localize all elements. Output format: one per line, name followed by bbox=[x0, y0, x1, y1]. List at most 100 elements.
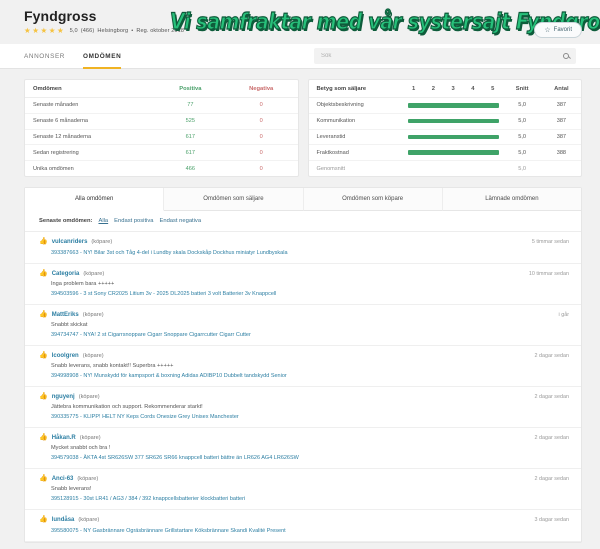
seller-ratings-card: Betyg som säljare 1 2 3 4 5 Snitt Antal … bbox=[307, 79, 582, 177]
subfilter-alla[interactable]: Alla bbox=[98, 217, 109, 224]
favorite-button-label: Favorit bbox=[553, 27, 572, 33]
list-item: 👍 Anci-63 (köpare) 2 dagar sedan Snabb l… bbox=[25, 469, 581, 510]
thumbs-up-icon: 👍 bbox=[39, 392, 48, 400]
table-row: Kommunikation 5,0 387 bbox=[308, 113, 581, 130]
row-label: Unika omdömen bbox=[33, 165, 74, 172]
reviews-summary-table: Omdömen Positiva Negativa Senaste månade… bbox=[25, 80, 298, 176]
review-role: (köpare) bbox=[78, 393, 100, 400]
review-timestamp: 10 timmar sedan bbox=[528, 270, 569, 277]
row-label: Senaste månaden bbox=[25, 97, 156, 114]
favorite-button[interactable]: ☆ Favorit bbox=[534, 22, 582, 38]
subfilter-endast-negativa[interactable]: Endast negativa bbox=[159, 217, 202, 224]
review-comment: Inga problem bara +++++ bbox=[51, 280, 115, 287]
row-label: Leveranstid bbox=[308, 129, 404, 146]
seller-ratings-table: Betyg som säljare 1 2 3 4 5 Snitt Antal … bbox=[308, 80, 581, 176]
thumbs-up-icon: 👍 bbox=[39, 310, 48, 318]
review-username[interactable]: Icoolgren bbox=[51, 352, 79, 359]
table-row: Fraktkostnad 5,0 388 bbox=[308, 144, 581, 162]
filter-tab-alla-omdomen[interactable]: Alla omdömen bbox=[25, 187, 165, 211]
table-row: Sedan registrering 617 0 bbox=[25, 144, 298, 162]
main-tabbar: ANNONSER OMDÖMEN bbox=[0, 44, 600, 69]
review-item-link[interactable]: 395580075 - NY Gasbrännare Ogräsbrännare… bbox=[51, 527, 286, 534]
row-antal bbox=[542, 161, 581, 176]
row-snitt: 5,0 bbox=[502, 113, 542, 130]
table-header-row: Omdömen Positiva Negativa bbox=[25, 80, 298, 98]
row-negativa: 0 bbox=[224, 129, 298, 146]
review-username[interactable]: vulcanriders bbox=[51, 238, 88, 245]
filter-tab-omdomen-som-kopare[interactable]: Omdömen som köpare bbox=[303, 187, 443, 211]
review-role: (köpare) bbox=[91, 238, 113, 245]
row-label: Sedan registrering bbox=[25, 144, 156, 162]
review-username[interactable]: Anci-63 bbox=[51, 475, 74, 482]
review-username[interactable]: nguyenj bbox=[51, 393, 75, 400]
rating-bar bbox=[403, 97, 503, 114]
review-username[interactable]: lundåsa bbox=[51, 516, 75, 523]
row-snitt: 5,0 bbox=[518, 165, 527, 172]
review-header: 👍 Categoria (köpare) bbox=[39, 270, 569, 278]
review-item-link[interactable]: 394998908 - NY! Munskydd för kampsport &… bbox=[51, 372, 287, 379]
col-omdomen: Omdömen bbox=[25, 80, 156, 98]
bar-track bbox=[407, 118, 499, 124]
list-item: 👍 Håkan.R (köpare) 2 dagar sedan Mycket … bbox=[25, 428, 581, 469]
review-item-link[interactable]: 394579038 - ÄKTA 4st SR626SW 377 SR626 S… bbox=[51, 454, 299, 461]
rating-bar bbox=[403, 129, 503, 146]
col-3: 3 bbox=[443, 80, 464, 98]
review-header: 👍 Icoolgren (köpare) bbox=[39, 352, 569, 360]
rating-bar bbox=[403, 144, 503, 162]
page-title: Fyndgross bbox=[24, 8, 97, 24]
review-item-link[interactable]: 393387663 - NY! Bilar 3st och Tåg 4-del … bbox=[51, 249, 288, 256]
review-timestamp: 3 dagar sedan bbox=[534, 516, 569, 523]
star-outline-icon: ☆ bbox=[544, 26, 551, 34]
thumbs-up-icon: 👍 bbox=[39, 351, 48, 359]
review-item-link[interactable]: 394734747 - NYA! 2 st Cigarrsnoppare Cig… bbox=[51, 331, 251, 338]
rating-count: (466) bbox=[80, 28, 95, 34]
list-item: 👍 lundåsa (köpare) 3 dagar sedan 3955800… bbox=[25, 510, 581, 542]
row-label: Genomsnitt bbox=[316, 165, 346, 172]
row-positiva: 617 bbox=[155, 129, 225, 146]
review-comment: Snabb leverans! bbox=[51, 485, 92, 492]
review-username[interactable]: Categoria bbox=[51, 270, 80, 277]
subfilter-row: Senaste omdömen: Alla Endast positiva En… bbox=[25, 211, 581, 232]
rating-stars: ★ ★ ★ ★ ★ bbox=[24, 27, 64, 35]
registration-date: Reg. oktober 2018 bbox=[136, 28, 185, 34]
row-negativa: 0 bbox=[224, 97, 298, 114]
review-username[interactable]: MattEriks bbox=[51, 311, 79, 318]
star-icon: ★ bbox=[48, 26, 56, 35]
table-header-row: Betyg som säljare 1 2 3 4 5 Snitt Antal bbox=[308, 80, 581, 98]
col-2: 2 bbox=[423, 80, 444, 98]
col-5: 5 bbox=[482, 80, 503, 98]
row-snitt: 5,0 bbox=[502, 97, 542, 114]
row-antal: 387 bbox=[541, 113, 581, 130]
tab-annonser[interactable]: ANNONSER bbox=[24, 52, 66, 60]
review-timestamp: i går bbox=[558, 311, 570, 318]
table-row: Objektsbeskrivning 5,0 387 bbox=[308, 97, 581, 114]
filter-tabbar: Alla omdömen Omdömen som säljare Omdömen… bbox=[25, 187, 581, 211]
reviews-list: 👍 vulcanriders (köpare) 5 timmar sedan 3… bbox=[25, 231, 581, 542]
col-antal: Antal bbox=[541, 80, 581, 98]
filter-tab-omdomen-som-saljare[interactable]: Omdömen som säljare bbox=[164, 187, 304, 211]
filter-tab-lamnade-omdomen[interactable]: Lämnade omdömen bbox=[442, 187, 581, 211]
subfilter-endast-positiva[interactable]: Endast positiva bbox=[114, 217, 154, 224]
reviews-summary-card: Omdömen Positiva Negativa Senaste månade… bbox=[24, 79, 299, 177]
table-row: Senaste 6 månaderna 525 0 bbox=[25, 113, 298, 130]
row-antal: 388 bbox=[541, 144, 581, 162]
review-timestamp: 2 dagar sedan bbox=[534, 352, 569, 359]
col-1: 1 bbox=[403, 80, 424, 98]
review-comment: Snabb leverans, snabb kontakt!! Superbra… bbox=[51, 362, 174, 369]
row-label: Kommunikation bbox=[308, 113, 404, 130]
search-box[interactable] bbox=[314, 48, 576, 64]
row-antal: 387 bbox=[541, 97, 581, 114]
review-item-link[interactable]: 395128915 - 30st LR41 / AG3 / 384 / 392 … bbox=[51, 495, 246, 502]
star-icon: ★ bbox=[56, 26, 64, 35]
search-icon[interactable] bbox=[563, 53, 569, 59]
bar-fill bbox=[407, 150, 499, 155]
review-header: 👍 Anci-63 (köpare) bbox=[39, 475, 569, 483]
review-item-link[interactable]: 394503596 - 3 st Sony CR2025 Litium 3v -… bbox=[51, 290, 277, 297]
review-item-link[interactable]: 390335775 - KLIPP! HELT NY Keps Cords On… bbox=[51, 413, 239, 420]
search-input[interactable] bbox=[321, 53, 563, 59]
review-timestamp: 2 dagar sedan bbox=[534, 434, 569, 441]
row-positiva: 617 bbox=[155, 144, 225, 162]
table-row: Senaste 12 månaderna 617 0 bbox=[25, 129, 298, 146]
tab-omdomen[interactable]: OMDÖMEN bbox=[83, 44, 122, 69]
review-username[interactable]: Håkan.R bbox=[51, 434, 76, 441]
